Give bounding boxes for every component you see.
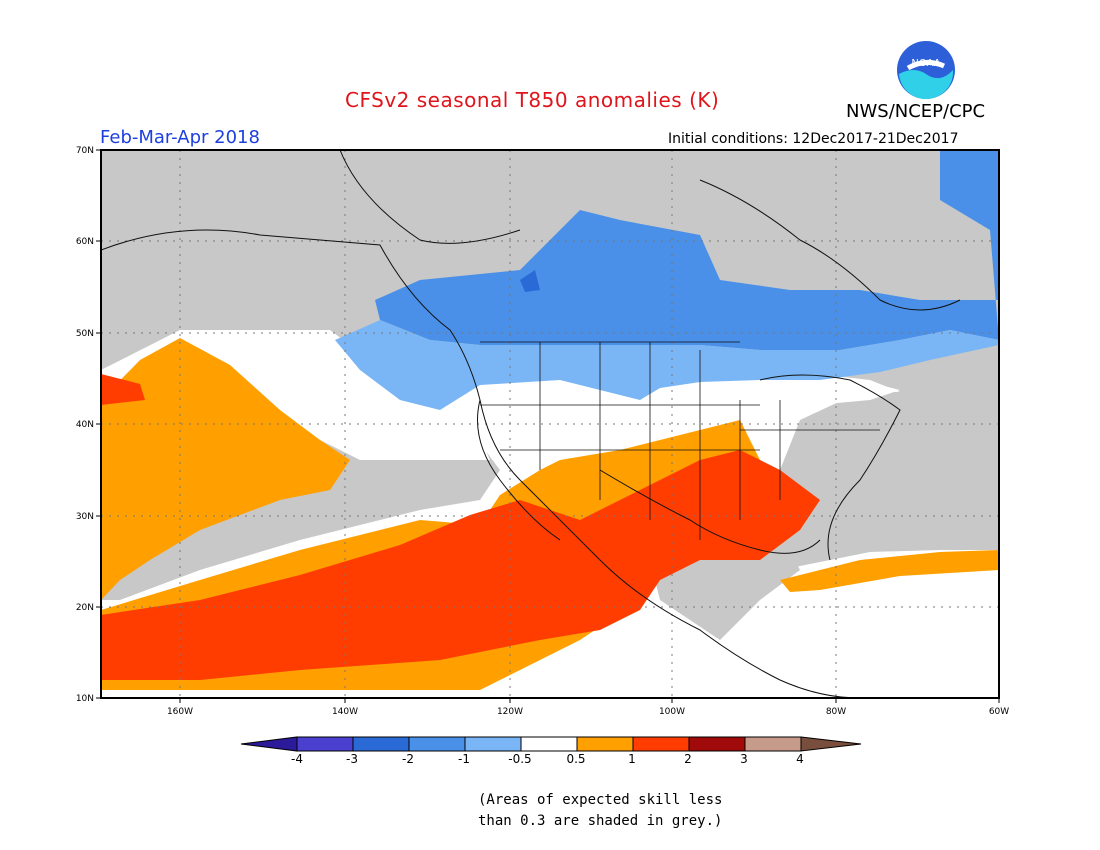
lat-label: 60N	[76, 237, 94, 247]
lat-labels: 70N 60N 50N 40N 30N 20N 10N	[76, 146, 94, 704]
colorbar-label: 2	[684, 752, 692, 766]
season-label: Feb-Mar-Apr 2018	[100, 127, 260, 148]
colorbar-segment	[464, 736, 522, 752]
colorbar	[240, 736, 862, 752]
colorbar-label: -1	[458, 752, 470, 766]
org-label: NWS/NCEP/CPC	[846, 101, 986, 122]
orange-region-caribbean	[780, 550, 999, 592]
lat-label: 10N	[76, 694, 94, 704]
colorbar-segment	[408, 736, 466, 752]
colorbar-labels: -4 -3 -2 -1 -0.5 0.5 1 2 3 4	[291, 752, 804, 766]
axis-ticks	[96, 149, 1000, 703]
blue-region-canada	[375, 150, 999, 350]
lon-label: 140W	[332, 707, 358, 717]
lon-label: 60W	[989, 707, 1009, 717]
lat-label: 30N	[76, 512, 94, 522]
colorbar-label: -4	[291, 752, 303, 766]
colorbar-label: -2	[402, 752, 414, 766]
lat-label: 40N	[76, 420, 94, 430]
colorbar-label: 1	[628, 752, 636, 766]
white-region-interior	[480, 372, 900, 460]
lat-label: 20N	[76, 603, 94, 613]
light-blue-region	[335, 320, 999, 410]
colorbar-arrow-right	[800, 736, 862, 752]
state-borders	[480, 341, 880, 540]
lon-label: 160W	[167, 707, 193, 717]
colorbar-arrow-left	[240, 736, 298, 752]
colorbar-label: 3	[740, 752, 748, 766]
lon-label: 80W	[826, 707, 846, 717]
lat-lon-grid	[101, 150, 999, 698]
dark-blue-spot	[520, 270, 540, 292]
lat-label: 70N	[76, 146, 94, 156]
title-text: CFSv2 seasonal T850 anomalies (K)	[345, 88, 720, 112]
colorbar-segment	[744, 736, 802, 752]
red-region-main	[101, 450, 820, 680]
coastlines	[101, 150, 961, 698]
initial-conditions-label: Initial conditions: 12Dec2017-21Dec2017	[668, 131, 959, 147]
colorbar-label: -3	[346, 752, 358, 766]
lat-label: 50N	[76, 329, 94, 339]
skill-note-line: (Areas of expected skill less	[478, 792, 723, 808]
colorbar-label: 4	[796, 752, 804, 766]
orange-region-pacific	[101, 338, 350, 600]
skill-note-line: than 0.3 are shaded in grey.)	[478, 813, 723, 829]
colorbar-label: -0.5	[508, 752, 531, 766]
colorbar-segment	[352, 736, 410, 752]
colorbar-segment	[632, 736, 690, 752]
lon-label: 120W	[497, 707, 523, 717]
grey-region-atlantic	[740, 392, 999, 574]
lon-label: 100W	[659, 707, 685, 717]
lon-labels: 160W 140W 120W 100W 80W 60W	[167, 707, 1009, 717]
svg-text:NOAA: NOAA	[911, 58, 940, 69]
colorbar-segment	[520, 736, 578, 752]
noaa-logo-icon: NOAA	[897, 41, 955, 100]
red-region-north-pacific	[101, 374, 145, 405]
colorbar-label: 0.5	[566, 752, 585, 766]
colorbar-segment	[296, 736, 354, 752]
colorbar-segment	[688, 736, 746, 752]
colorbar-segment	[576, 736, 634, 752]
skill-note: (Areas of expected skill less than 0.3 a…	[478, 790, 722, 832]
